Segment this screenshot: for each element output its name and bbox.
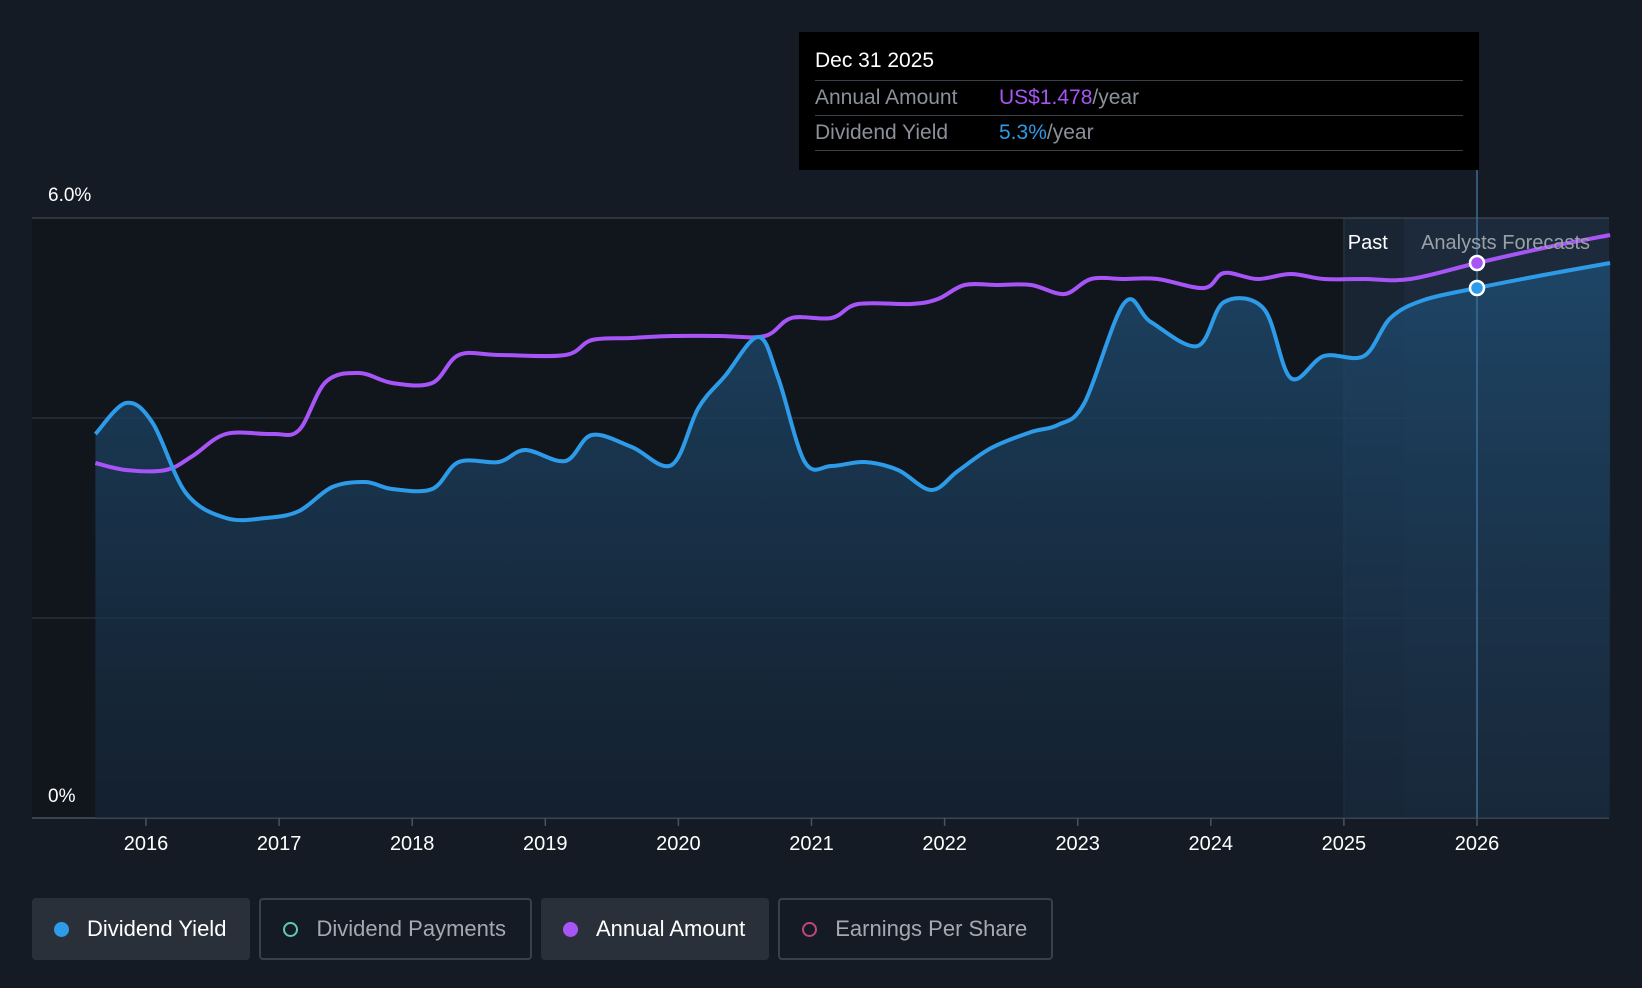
legend-dividend-payments[interactable]: Dividend Payments: [259, 898, 532, 960]
x-tick-label: 2024: [1189, 833, 1234, 855]
x-tick-label: 2019: [523, 833, 568, 855]
dividend-yield-area: [95, 263, 1611, 818]
dividend-yield-marker: [1468, 279, 1486, 297]
annual-amount-line: [94, 233, 1611, 474]
forecast-region-label: Analysts Forecasts: [1421, 232, 1590, 254]
y-tick-label: 6.0%: [48, 185, 91, 206]
tooltip-annual-amount-row: Annual Amount US$1.478/year: [815, 81, 1463, 116]
tooltip-annual-amount-value: US$1.478: [999, 86, 1093, 109]
x-tick-label: 2020: [656, 833, 701, 855]
legend-label: Dividend Payments: [316, 916, 506, 941]
x-tick-label: 2017: [257, 833, 302, 855]
legend-label: Dividend Yield: [87, 916, 227, 941]
tooltip-dividend-yield-label: Dividend Yield: [815, 121, 949, 144]
legend-annual-amount[interactable]: Annual Amount: [540, 898, 770, 960]
dividend-yield-dot-icon: [54, 921, 69, 937]
dividend-yield-line: [93, 261, 1611, 523]
tooltip-dividend-yield-value: 5.3%: [999, 121, 1047, 144]
tooltip-dividend-yield-unit: /year: [1046, 121, 1094, 144]
x-tick-label: 2022: [922, 833, 967, 855]
legend-label: Earnings Per Share: [835, 916, 1028, 941]
x-tick-label: 2016: [124, 833, 169, 855]
y-tick-label: 0%: [48, 786, 76, 807]
legend-label: Annual Amount: [595, 916, 746, 941]
tooltip-dividend-yield-row: Dividend Yield 5.3%/year: [815, 116, 1463, 151]
x-tick-label: 2026: [1455, 833, 1500, 855]
tooltip-annual-amount-label: Annual Amount: [815, 86, 958, 109]
tooltip-annual-amount-unit: /year: [1092, 86, 1140, 109]
tooltip-date: Dec 31 2025: [815, 46, 1463, 81]
tooltip: Dec 31 2025 Annual Amount US$1.478/year …: [799, 32, 1479, 170]
annual-amount-dot-icon: [562, 921, 578, 937]
legend: Dividend Yield Dividend Payments Annual …: [32, 898, 1054, 960]
past-region-label: Past: [1348, 232, 1388, 254]
legend-earnings-per-share[interactable]: Earnings Per Share: [778, 898, 1054, 960]
x-tick-label: 2021: [789, 833, 834, 855]
legend-dividend-yield[interactable]: Dividend Yield: [32, 898, 251, 960]
annual-amount-marker: [1468, 254, 1486, 272]
x-tick-label: 2023: [1055, 833, 1100, 855]
x-tick-label: 2025: [1322, 833, 1367, 855]
x-tick-label: 2018: [390, 833, 435, 855]
earnings-per-share-ring-icon: [802, 921, 818, 937]
dividend-payments-ring-icon: [283, 921, 299, 937]
